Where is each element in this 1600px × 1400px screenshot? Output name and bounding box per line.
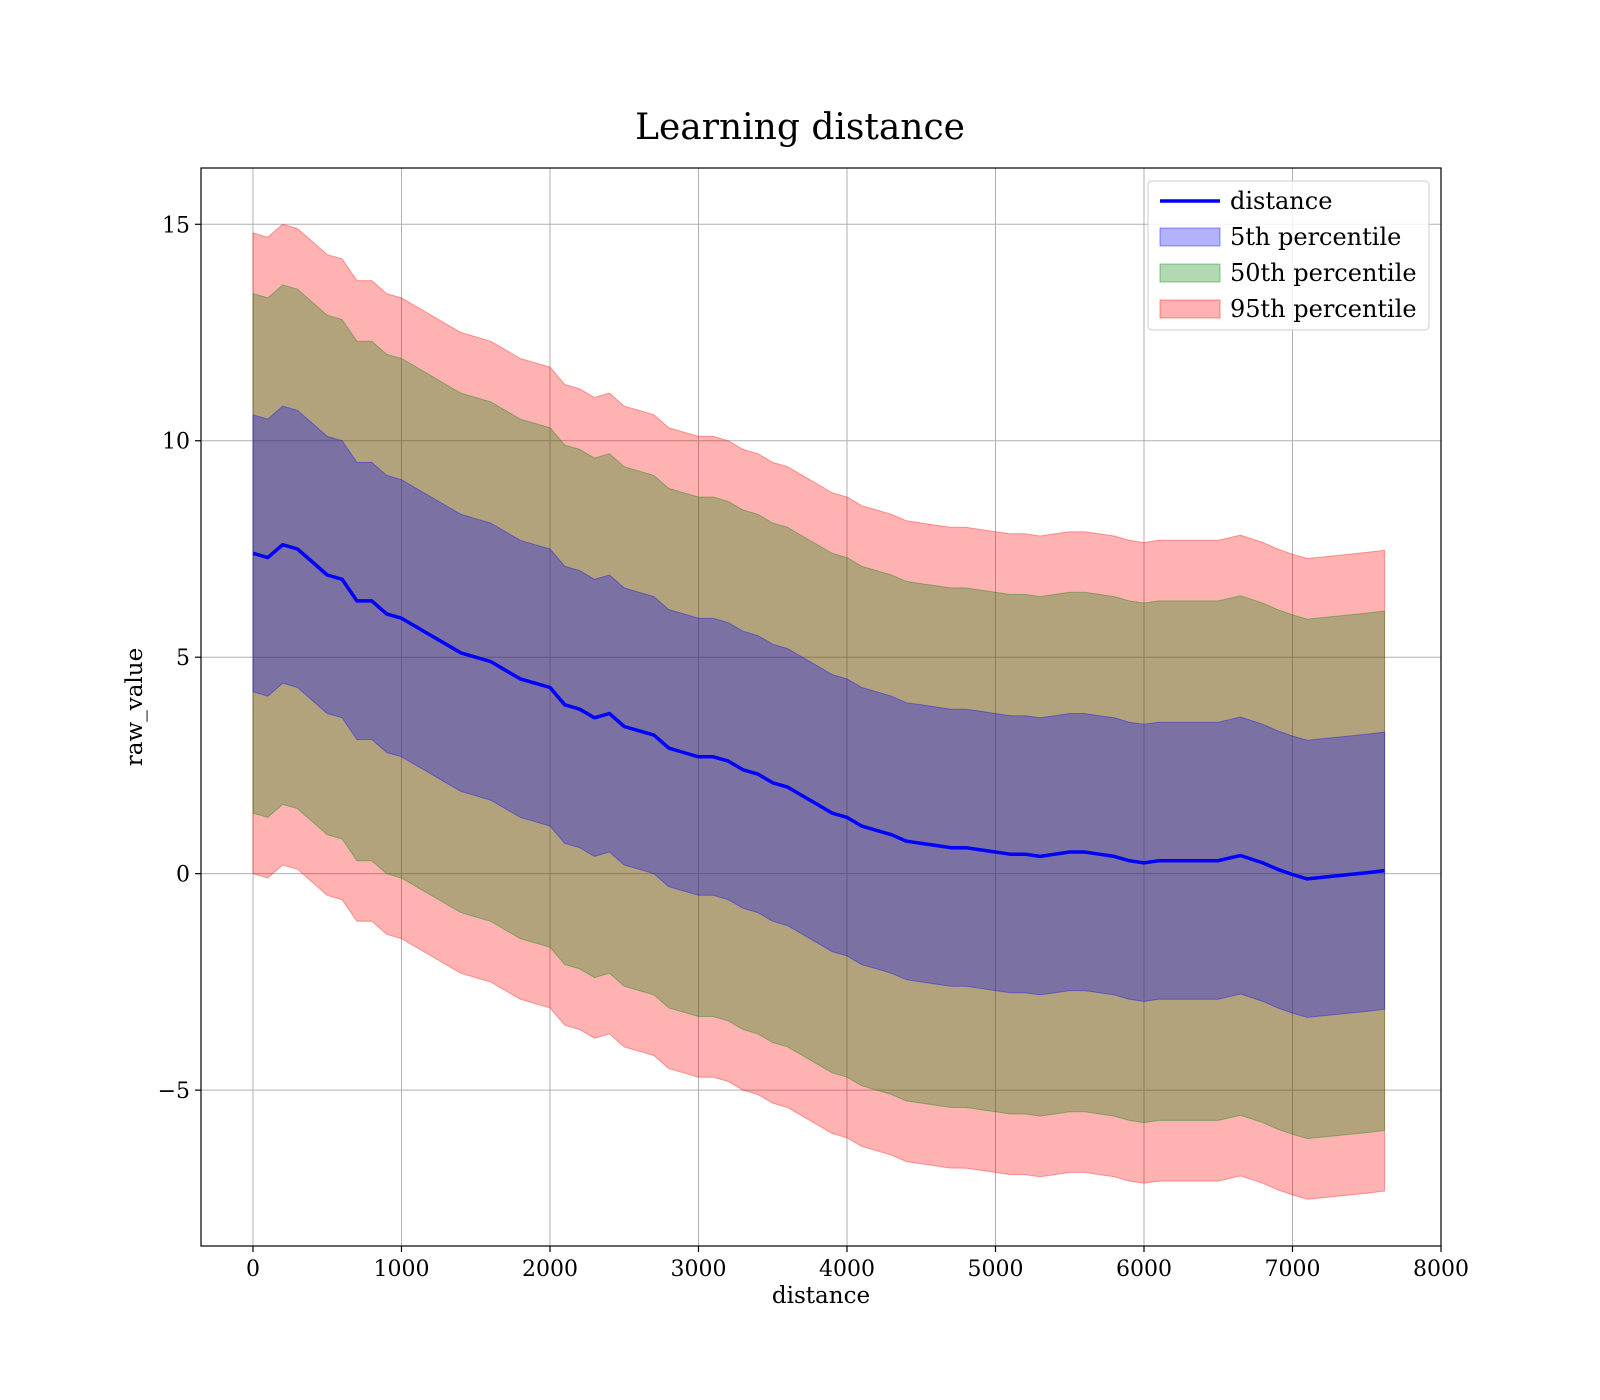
band-5th-percentile <box>252 405 1386 1018</box>
x-tick-label-0: 0 <box>246 1257 260 1282</box>
x-axis-ticks: 0 1000 2000 3000 4000 5000 6000 7000 8000 <box>246 1246 1469 1282</box>
y-tick-label-0: −5 <box>158 1079 190 1104</box>
band-95th-percentile <box>252 223 1386 1200</box>
y-tick-label-1: 0 <box>176 863 190 888</box>
legend: distance 5th percentile 50th percentile 95t… <box>1147 180 1430 331</box>
legend-swatch-5th-percentile <box>1159 227 1221 247</box>
x-tick-label-2: 2000 <box>522 1257 578 1282</box>
y-axis-label: raw_value <box>122 648 148 766</box>
chart-title: Learning distance <box>635 107 965 148</box>
y-tick-label-3: 10 <box>162 430 190 455</box>
y-tick-label-4: 15 <box>162 213 190 238</box>
x-tick-label-8: 8000 <box>1413 1257 1469 1282</box>
legend-label-5th-percentile: 5th percentile <box>1230 223 1401 251</box>
x-tick-label-1: 1000 <box>373 1257 429 1282</box>
x-tick-label-7: 7000 <box>1264 1257 1320 1282</box>
x-tick-label-6: 6000 <box>1116 1257 1172 1282</box>
x-tick-label-4: 4000 <box>819 1257 875 1282</box>
plot-frame <box>200 167 1442 1247</box>
legend-label-50th-percentile: 50th percentile <box>1230 259 1417 287</box>
legend-label-distance: distance <box>1230 187 1332 215</box>
legend-swatch-95th-percentile <box>1159 299 1221 319</box>
y-axis-ticks: −5 0 5 10 15 <box>158 213 201 1104</box>
band-50th-percentile <box>252 284 1386 1140</box>
distance-line <box>252 542 1385 881</box>
y-tick-label-2: 5 <box>176 646 190 671</box>
percentile-bands <box>252 223 1386 1200</box>
legend-swatch-50th-percentile <box>1159 263 1221 283</box>
x-axis-label: distance <box>772 1283 870 1309</box>
legend-label-95th-percentile: 95th percentile <box>1230 295 1417 323</box>
distance-series <box>252 542 1385 881</box>
legend-box <box>1147 180 1430 331</box>
x-tick-label-3: 3000 <box>670 1257 726 1282</box>
x-tick-label-5: 5000 <box>967 1257 1023 1282</box>
